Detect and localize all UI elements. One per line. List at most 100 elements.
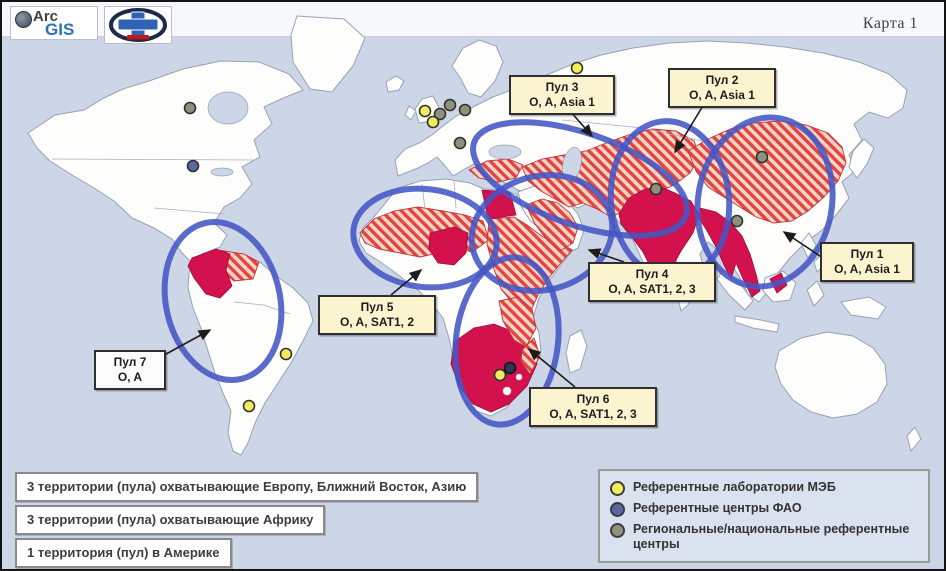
hatched-region-tanzania <box>498 296 537 348</box>
pool-3-arrow <box>569 110 594 138</box>
java <box>734 315 780 333</box>
oie-lab-legend-icon <box>610 481 625 496</box>
legend: Референтные лаборатории МЭБ Референтные … <box>598 469 930 563</box>
new-zealand <box>906 426 922 453</box>
oie-lab-marker <box>242 399 256 413</box>
institute-logo-icon <box>109 8 167 42</box>
legend-item-regional-centers: Региональные/национальные референтные це… <box>610 522 918 552</box>
oie-lab-marker <box>418 104 432 118</box>
arcgis-logo-gis: GIS <box>45 20 75 39</box>
pool-2-arrow <box>674 103 705 154</box>
oie-lab-marker <box>493 368 507 382</box>
ireland <box>404 105 417 121</box>
pool-4-ellipse <box>468 172 616 294</box>
pool-1-ellipse <box>694 114 836 290</box>
pool-6-ellipse <box>452 254 562 428</box>
legend-item-oie-labs: Референтные лаборатории МЭБ <box>610 480 918 496</box>
legend-label: Региональные/национальные референтные це… <box>633 522 910 551</box>
fao-center-marker <box>503 361 517 375</box>
hatched-region-turkey <box>468 158 524 183</box>
pool-1-label: Пул 1 O, A, Asia 1 <box>820 242 914 282</box>
pool-7-serotypes: O, A <box>117 370 143 384</box>
madagascar <box>565 329 588 374</box>
pool-3-ellipse <box>470 119 690 239</box>
pool-3-name: Пул 3 <box>545 80 579 94</box>
summary-box-europe-asia: 3 территории (пула) охватывающие Европу,… <box>15 472 479 502</box>
regional-center-marker <box>433 107 447 121</box>
pool-7-name: Пул 7 <box>113 355 147 369</box>
label-arrows <box>156 103 821 388</box>
legend-label: Референтные центры ФАО <box>633 501 802 515</box>
pool-6-serotypes: O, A, SAT1, 2, 3 <box>549 407 637 421</box>
new-guinea <box>840 296 887 320</box>
greenland <box>290 15 366 93</box>
regional-center-marker <box>730 214 744 228</box>
solid-region-southeast-asia <box>697 207 761 298</box>
regional-center-marker <box>458 103 472 117</box>
solid-region-colombia-ecuador <box>187 248 233 299</box>
regional-center-marker <box>183 101 197 115</box>
pool-2-name: Пул 2 <box>705 73 739 87</box>
regional-center-legend-icon <box>610 523 625 538</box>
solid-region-nigeria <box>428 226 469 266</box>
pool-6-arrow <box>527 347 576 388</box>
pool-4-label: Пул 4 O, A, SAT1, 2, 3 <box>588 262 716 302</box>
pool-5-arrow <box>390 268 423 296</box>
north-america <box>27 60 304 266</box>
pool-2-label: Пул 2 O, A, Asia 1 <box>668 68 776 108</box>
oie-lab-marker <box>426 115 440 129</box>
arcgis-logo-arc: Arc <box>33 8 59 25</box>
arcgis-logo: Arc GIS <box>10 6 98 40</box>
pool-5-name: Пул 5 <box>360 300 394 314</box>
pool-5-label: Пул 5 O, A, SAT1, 2 <box>318 295 436 335</box>
pool-7-label: Пул 7 O, A <box>94 350 166 390</box>
pool-5-serotypes: O, A, SAT1, 2 <box>339 315 414 329</box>
pool-5-ellipse <box>350 185 500 291</box>
endemic-solid-regions <box>187 185 788 413</box>
pool-1-arrow <box>782 231 821 257</box>
oie-lab-marker <box>279 347 293 361</box>
institute-logo <box>104 6 172 44</box>
fao-center-legend-icon <box>610 502 625 517</box>
swaziland-cutout <box>515 373 523 381</box>
summary-box-america: 1 территория (пул) в Америке <box>15 538 232 568</box>
summary-box-africa: 3 территории (пула) охватывающие Африку <box>15 505 326 535</box>
pool-2-serotypes: O, A, Asia 1 <box>689 88 755 102</box>
legend-label: Референтные лаборатории МЭБ <box>633 480 836 494</box>
scandinavia <box>451 39 504 98</box>
iceland <box>385 75 405 93</box>
map-title: Карта 1 <box>862 15 918 32</box>
pool-4-serotypes: O, A, SAT1, 2, 3 <box>608 282 696 296</box>
pool-4-name: Пул 4 <box>635 267 669 281</box>
reference-markers <box>183 61 769 413</box>
great-lakes <box>210 167 234 177</box>
legend-item-fao-centers: Референтные центры ФАО <box>610 501 918 517</box>
fao-center-marker <box>186 159 200 173</box>
sulawesi <box>806 280 825 307</box>
black-sea <box>488 144 522 160</box>
pool-ellipses <box>161 114 836 428</box>
pool-3-serotypes: O, A, Asia 1 <box>529 95 595 109</box>
pool-6-label: Пул 6 O, A, SAT1, 2, 3 <box>529 387 657 427</box>
globe-icon <box>15 11 32 28</box>
philippines <box>800 232 817 260</box>
regional-center-marker <box>453 136 467 150</box>
pool-4-arrow <box>587 248 625 263</box>
inland-seas <box>207 91 582 182</box>
pool-7-ellipse <box>161 219 285 383</box>
pool-1-name: Пул 1 <box>850 247 884 261</box>
japan <box>848 138 875 179</box>
pool-3-label: Пул 3 O, A, Asia 1 <box>509 75 615 115</box>
hudson-bay <box>207 91 249 125</box>
oie-lab-marker <box>570 61 584 75</box>
lesotho-cutout <box>502 386 512 396</box>
regional-center-marker <box>443 98 457 112</box>
caspian-sea <box>562 146 582 182</box>
pool-6-name: Пул 6 <box>576 392 610 406</box>
regional-center-marker <box>649 182 663 196</box>
regional-center-marker <box>755 150 769 164</box>
australia <box>774 331 888 419</box>
pool-1-serotypes: O, A, Asia 1 <box>834 262 900 276</box>
